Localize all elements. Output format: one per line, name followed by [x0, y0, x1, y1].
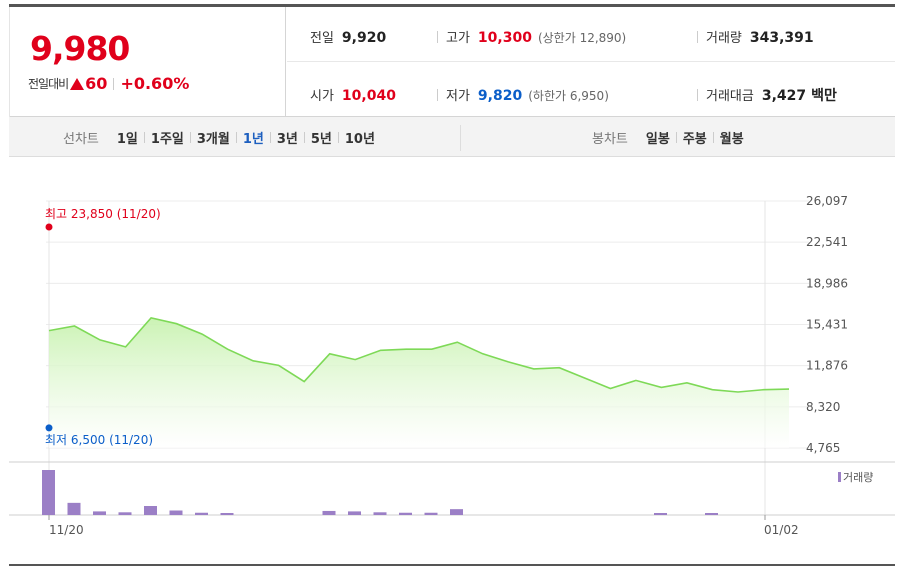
- divider: [303, 132, 305, 143]
- change-label: 전일대비: [28, 77, 69, 91]
- min-point: [45, 424, 53, 432]
- y-tick-label: 4,765: [806, 441, 840, 455]
- volume-bar: [195, 512, 208, 515]
- quote-summary: 9,980 전일대비 60 +0.60% 전일 9,920 고가 10,300 …: [9, 7, 895, 117]
- current-price: 9,980: [30, 29, 130, 68]
- candle-weekly[interactable]: 주봉: [682, 132, 707, 147]
- price-change: 전일대비 60 +0.60%: [28, 74, 189, 93]
- price-box: 9,980 전일대비 60 +0.60%: [9, 7, 286, 117]
- period-3m[interactable]: 3개월: [196, 132, 230, 147]
- period-5y[interactable]: 5년: [310, 132, 332, 147]
- up-triangle-icon: [70, 77, 85, 90]
- volume-bar: [399, 512, 412, 515]
- period-toolbar: 선차트 1일 1주일 3개월 1년 3년 5년 10년 봉차트 일봉 주봉 월봉: [9, 117, 895, 157]
- volume-bar: [450, 509, 463, 515]
- volume-bar: [705, 513, 718, 515]
- info-row-1: 전일 9,920 고가 10,300 (상한가 12,890) 거래량 343,…: [287, 7, 895, 62]
- divider: [143, 132, 145, 143]
- high-value: 10,300: [477, 30, 532, 46]
- period-3y[interactable]: 3년: [276, 132, 298, 147]
- high-price: 고가 10,300 (상한가 12,890): [437, 27, 626, 46]
- volume-bar: [424, 512, 438, 515]
- volume-legend-label: 거래량: [843, 471, 873, 484]
- volume-bar: [654, 513, 667, 515]
- open-value: 10,040: [341, 88, 396, 104]
- prev-close-value: 9,920: [341, 30, 387, 46]
- divider: [697, 30, 698, 43]
- volume-bar: [42, 470, 55, 515]
- low-label: 저가: [446, 89, 470, 104]
- line-chart-title: 선차트: [63, 132, 99, 147]
- candle-chart-title: 봉차트: [592, 132, 628, 147]
- widget-frame: [9, 4, 895, 566]
- change-percent: +0.60%: [120, 74, 190, 93]
- volume: 거래량 343,391: [697, 27, 814, 46]
- y-tick-label: 22,541: [806, 235, 848, 249]
- price-chart: 26,097 22,541 18,986 15,431 11,876 8,320 4,765…: [9, 158, 895, 558]
- volume-bar: [373, 512, 387, 515]
- divider: [113, 77, 115, 90]
- min-label: 최저 6,500 (11/20): [45, 433, 153, 447]
- max-point: [45, 223, 53, 231]
- period-1y[interactable]: 1년: [242, 132, 264, 147]
- turnover-unit: 백만: [811, 88, 837, 104]
- divider: [269, 132, 271, 143]
- y-tick-label: 18,986: [806, 276, 848, 290]
- volume-bar: [169, 510, 183, 515]
- volume-bar: [67, 502, 81, 515]
- x-tick-label: 01/02: [764, 523, 799, 537]
- turnover-label: 거래대금: [706, 89, 754, 104]
- upper-limit: (상한가 12,890): [537, 31, 627, 45]
- lower-limit: (하한가 6,950): [528, 89, 609, 103]
- turnover: 거래대금 3,427 백만: [697, 85, 837, 105]
- prev-close: 전일 9,920: [310, 27, 386, 46]
- divider: [189, 132, 191, 143]
- high-label: 고가: [446, 31, 470, 46]
- divider: [437, 88, 438, 101]
- volume-legend-swatch: [838, 472, 841, 482]
- y-tick-label: 26,097: [806, 194, 848, 208]
- period-1d[interactable]: 1일: [116, 132, 138, 147]
- divider: [337, 132, 339, 143]
- prev-close-label: 전일: [310, 31, 334, 46]
- volume-bar: [118, 512, 132, 515]
- turnover-value: 3,427: [761, 88, 807, 104]
- divider: [675, 132, 677, 143]
- volume-bar: [144, 506, 157, 515]
- period-1w[interactable]: 1주일: [150, 132, 184, 147]
- period-10y[interactable]: 10년: [344, 132, 375, 147]
- volume-bar: [220, 513, 234, 515]
- divider: [235, 132, 237, 143]
- toolbar-divider: [460, 125, 461, 151]
- y-tick-label: 15,431: [806, 318, 848, 332]
- price-area: [49, 317, 789, 448]
- info-row-2: 시가 10,040 저가 9,820 (하한가 6,950) 거래대금 3,42…: [287, 62, 895, 117]
- divider: [437, 30, 438, 43]
- chart-svg: 26,097 22,541 18,986 15,431 11,876 8,320 4,765…: [9, 194, 895, 537]
- y-tick-label: 11,876: [806, 359, 848, 373]
- volume-bar: [322, 510, 336, 515]
- divider: [697, 89, 698, 101]
- divider: [712, 132, 714, 143]
- volume-bar: [93, 511, 106, 515]
- volume-value: 343,391: [749, 30, 814, 46]
- price-line: [48, 317, 790, 393]
- candle-chart-periods: 봉차트 일봉 주봉 월봉: [592, 128, 750, 147]
- line-chart-periods: 선차트 1일 1주일 3개월 1년 3년 5년 10년: [63, 128, 381, 147]
- max-label: 최고 23,850 (11/20): [45, 207, 161, 221]
- volume-bar: [348, 511, 361, 515]
- low-value: 9,820: [477, 88, 523, 104]
- candle-daily[interactable]: 일봉: [645, 132, 670, 147]
- low-price: 저가 9,820 (하한가 6,950): [437, 85, 609, 104]
- change-amount: 60: [85, 74, 108, 93]
- candle-monthly[interactable]: 월봉: [719, 132, 744, 147]
- volume-label: 거래량: [706, 31, 742, 46]
- open-label: 시가: [310, 89, 334, 104]
- x-tick-label: 11/20: [49, 523, 84, 537]
- open-price: 시가 10,040: [310, 85, 396, 104]
- y-tick-label: 8,320: [806, 400, 840, 414]
